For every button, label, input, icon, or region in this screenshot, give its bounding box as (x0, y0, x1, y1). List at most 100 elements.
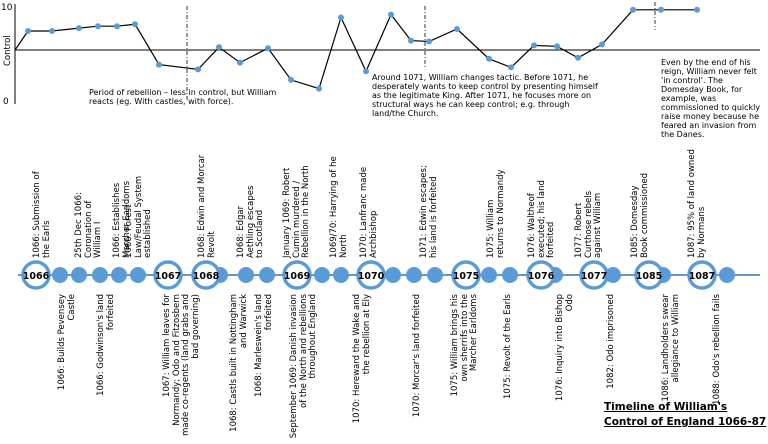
timeline-dot (427, 267, 443, 283)
control-point (531, 42, 537, 49)
event-label-above: 1069/70: Harrying of he North (329, 156, 349, 258)
year-label: 1076 (528, 271, 555, 282)
year-node (687, 260, 717, 290)
timeline-dot (481, 267, 497, 283)
control-point (114, 23, 120, 30)
title-line-1: Timeline of William's (604, 401, 728, 413)
event-label-above: 1087: 95% of land owned by Normans (687, 149, 707, 258)
year-label: 1068 (193, 271, 220, 282)
control-point (388, 11, 394, 18)
control-point (95, 23, 101, 30)
year-label: 1067 (155, 271, 181, 282)
timeline-dot (92, 267, 108, 283)
year-label: 1066 (23, 271, 50, 282)
event-label-below: 1067: William leaves for Normandy; Odo a… (162, 294, 201, 436)
year-node (356, 260, 386, 290)
timeline-dot (71, 267, 87, 283)
annotation-tactic: Around 1071, William changes tactic. Bef… (372, 73, 598, 118)
timeline-dot (314, 267, 330, 283)
control-point (694, 6, 700, 13)
event-label-below: 1068: Marleswein's land forfeited (254, 294, 274, 398)
event-label-above: 25th Dec 1066: Coronation of William I (74, 192, 103, 258)
control-point (195, 66, 201, 73)
event-label-above: 1066: Forest Law/Feudal System establish… (124, 175, 153, 258)
control-point (408, 37, 414, 44)
event-label-above: January 1069: Robert Cumin murdered / Re… (282, 165, 311, 258)
timeline-dot (111, 267, 127, 283)
control-point (156, 61, 162, 68)
timeline-dot (502, 267, 518, 283)
control-point (132, 21, 138, 28)
control-point (508, 64, 514, 71)
control-point (288, 76, 294, 83)
event-label-above: 1070: Lanfranc made Archbishop (359, 166, 379, 258)
control-point (76, 25, 82, 32)
event-label-below: 1066: Godwinson's land forfeited (96, 294, 116, 396)
control-series (14, 6, 700, 92)
event-label-above: 1071: Edwin escapes; his land is forfeit… (419, 165, 439, 258)
timeline-dot (605, 267, 621, 283)
event-label-below: 1070: Hereward the Wake and the rebellio… (352, 294, 372, 424)
control-point (265, 45, 271, 52)
event-label-above: 1076: Waltheof executed; his land forfei… (527, 180, 556, 258)
year-node (579, 260, 609, 290)
event-label-below: 1076: Inquiry into Bishop Odo (555, 294, 575, 402)
timeline-dot (385, 267, 401, 283)
event-label-below: 1068: Castls built in Nottingham and War… (229, 294, 249, 432)
timeline-track: 1066 1067 1068 1069 1070 1075 1076 1077 1085 1087 (18, 260, 760, 290)
control-point (338, 14, 344, 21)
event-label-below: 1086: Landholders swear allegiance to Wi… (661, 294, 681, 402)
event-label-above: 1068: Edwin and Morcar Revolt (197, 154, 217, 258)
year-node (451, 260, 481, 290)
diagram-title: Timeline of William's Control of England… (604, 400, 766, 430)
ytick-10: 10 (1, 3, 13, 13)
year-node (526, 260, 556, 290)
control-point (216, 44, 222, 51)
control-point (363, 68, 369, 75)
control-point (658, 6, 664, 13)
ytick-0: 0 (3, 97, 9, 107)
event-label-above: 1066: Submission of the Earls (32, 171, 52, 258)
year-node (153, 260, 183, 290)
year-node (282, 260, 312, 290)
year-label: 1087 (689, 271, 715, 282)
year-label: 1085 (636, 271, 662, 282)
timeline-dot (719, 267, 735, 283)
year-label: 1070 (358, 271, 385, 282)
year-label: 1069 (284, 271, 310, 282)
title-line-2: Control of England 1066-87 (604, 416, 767, 428)
event-label-below: September 1069: Danish invasion of the N… (289, 294, 318, 439)
control-point (486, 55, 492, 62)
control-chart: 10 0 Control (1, 2, 760, 107)
control-point (554, 43, 560, 50)
year-node (191, 260, 221, 290)
year-node (21, 260, 51, 290)
year-label: 1077 (581, 271, 607, 282)
event-label-below: 1075: William brings his own sherrifs in… (450, 294, 479, 397)
y-axis-label: Control (3, 35, 13, 66)
event-label-below: 1066: Builds Pevensey Castle (57, 294, 77, 391)
event-label-below: 1075: Revolt of the Earls (503, 294, 513, 399)
event-label-above: 1068: Edgar Aethling escapes to Scotland (236, 185, 265, 258)
control-point (575, 54, 581, 61)
event-label-below: 1082: Odo imprisoned (606, 294, 616, 389)
year-node (634, 260, 664, 290)
control-point (316, 85, 322, 92)
control-point (49, 28, 55, 34)
year-label: 1075 (453, 271, 479, 282)
event-label-above: 1085: Domesday Book commissioned (630, 172, 650, 258)
event-label-above: 1075: William returns to Normandy (486, 169, 506, 258)
control-point (599, 41, 605, 48)
control-point (630, 6, 636, 13)
control-point (25, 28, 31, 34)
control-point (454, 26, 460, 32)
annotation-end: Even by the end of his reign, William ne… (661, 58, 761, 139)
timeline-dot (333, 267, 349, 283)
timeline-dot (259, 267, 275, 283)
timeline-dot (130, 267, 146, 283)
annotation-rebellion: Period of rebellion – less in control, b… (89, 88, 277, 106)
event-label-below: 1070: Morcar's land forfeited (412, 294, 422, 418)
timeline-nodes: 1066 1067 1068 1069 1070 1075 1076 1077 1085 1087 (21, 260, 735, 290)
timeline-dot (406, 267, 422, 283)
timeline-dot (52, 267, 68, 283)
